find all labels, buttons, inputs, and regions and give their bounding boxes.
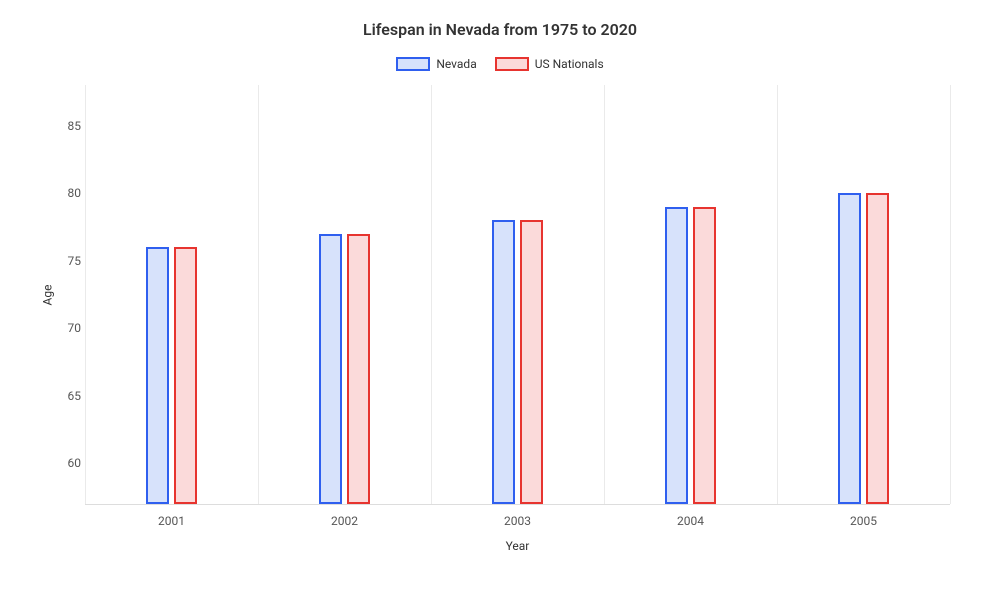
legend: Nevada US Nationals [30, 57, 970, 71]
y-axis-label: Age [40, 284, 54, 305]
gridline [258, 85, 259, 504]
legend-item-nevada: Nevada [396, 57, 476, 71]
y-tick: 60 [53, 456, 81, 470]
y-tick: 80 [53, 186, 81, 200]
bar-us-nationals-2005 [866, 193, 889, 504]
bar-us-nationals-2001 [174, 247, 197, 504]
x-tick: 2002 [331, 514, 358, 528]
x-tick: 2004 [677, 514, 704, 528]
legend-swatch-nevada [396, 57, 430, 71]
gridline [777, 85, 778, 504]
bar-nevada-2003 [492, 220, 515, 504]
x-axis-label: Year [85, 539, 950, 553]
chart-container: Lifespan in Nevada from 1975 to 2020 Nev… [0, 0, 1000, 600]
bar-nevada-2001 [146, 247, 169, 504]
bar-nevada-2004 [665, 207, 688, 504]
legend-label-usnationals: US Nationals [535, 57, 604, 71]
y-tick: 65 [53, 389, 81, 403]
x-tick: 2005 [850, 514, 877, 528]
legend-swatch-usnationals [495, 57, 529, 71]
x-tick: 2001 [158, 514, 185, 528]
bar-us-nationals-2003 [520, 220, 543, 504]
bar-nevada-2002 [319, 234, 342, 504]
gridline [431, 85, 432, 504]
gridline [604, 85, 605, 504]
legend-item-usnationals: US Nationals [495, 57, 604, 71]
plot-area: Age 60657075808520012002200320042005 [85, 85, 950, 505]
bar-us-nationals-2002 [347, 234, 370, 504]
chart-title: Lifespan in Nevada from 1975 to 2020 [30, 20, 970, 39]
y-tick: 85 [53, 119, 81, 133]
x-tick: 2003 [504, 514, 531, 528]
bar-nevada-2005 [838, 193, 861, 504]
y-tick: 75 [53, 254, 81, 268]
bar-us-nationals-2004 [693, 207, 716, 504]
gridline [85, 85, 86, 504]
y-tick: 70 [53, 321, 81, 335]
gridline [950, 85, 951, 504]
legend-label-nevada: Nevada [436, 57, 476, 71]
